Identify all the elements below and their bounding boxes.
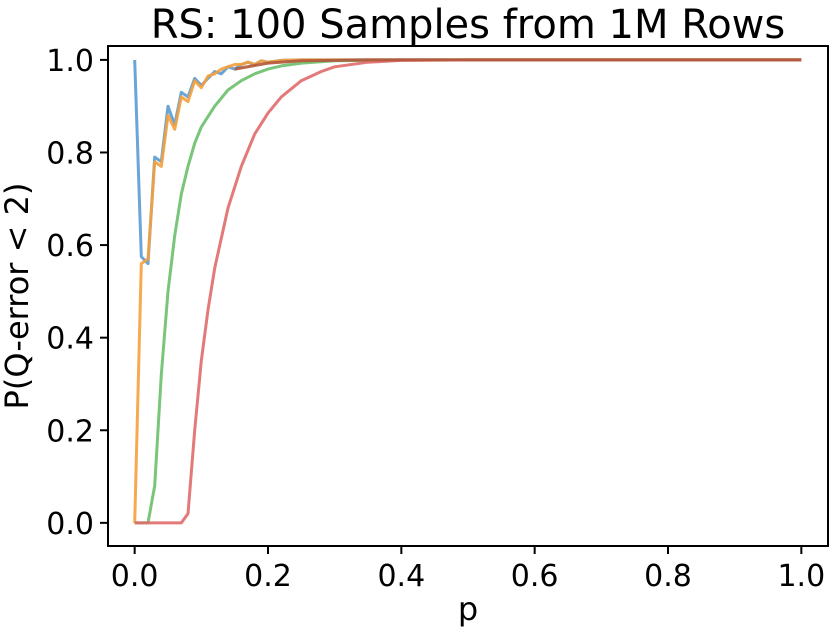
series-layer xyxy=(133,58,802,525)
y-tick-label: 0.8 xyxy=(46,136,94,171)
series-line-3 xyxy=(134,58,802,525)
y-tick-label: 0.0 xyxy=(46,507,94,542)
series-line-2 xyxy=(133,58,802,523)
y-tick-label: 1.0 xyxy=(46,44,94,79)
x-tick-label: 0.0 xyxy=(111,559,159,594)
x-tick-label: 0.2 xyxy=(244,559,292,594)
plot-frame xyxy=(107,45,829,547)
x-tick-label: 0.6 xyxy=(511,559,559,594)
y-tick-label: 0.2 xyxy=(46,414,94,449)
y-tick-label: 0.4 xyxy=(46,322,94,357)
x-tick-label: 0.4 xyxy=(377,559,425,594)
x-tick-label: 1.0 xyxy=(777,559,825,594)
chart-title: RS: 100 Samples from 1M Rows xyxy=(151,2,785,48)
y-tick-label: 0.6 xyxy=(46,229,94,264)
series-line-1 xyxy=(133,58,802,266)
series-line-5 xyxy=(234,58,802,71)
y-axis: 0.0 0.2 0.4 0.6 0.8 1.0 xyxy=(46,44,108,542)
x-tick-label: 0.8 xyxy=(644,559,692,594)
series-line-4 xyxy=(134,58,802,525)
y-axis-label: P(Q-error < 2) xyxy=(0,183,36,410)
x-axis: 0.0 0.2 0.4 0.6 0.8 1.0 xyxy=(111,546,825,594)
x-axis-label: p xyxy=(458,590,478,628)
